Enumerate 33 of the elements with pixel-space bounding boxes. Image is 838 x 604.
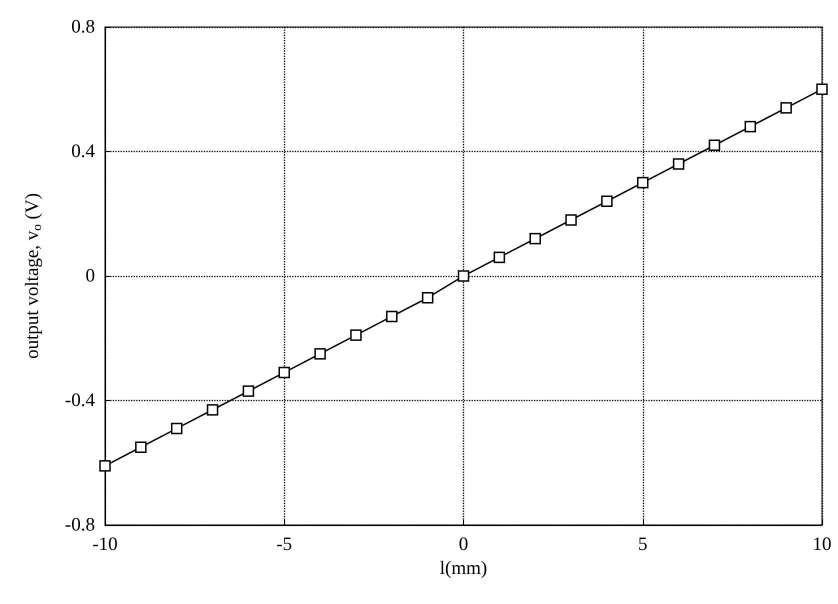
point [565, 214, 577, 226]
y-tick-label: 0.4 [71, 141, 96, 162]
point [314, 348, 326, 360]
point [170, 422, 182, 434]
point [135, 441, 147, 453]
point [422, 292, 434, 304]
point [637, 176, 648, 188]
point [672, 158, 684, 170]
point [242, 385, 254, 397]
x-axis-title: l(mm) [440, 558, 488, 579]
point [816, 84, 828, 95]
point [494, 252, 506, 264]
point [206, 404, 218, 416]
x-tick-label: 10 [812, 534, 832, 555]
x-tick-label: 5 [638, 534, 648, 555]
y-tick-label: -0.4 [64, 390, 96, 411]
point [744, 120, 756, 132]
point [99, 460, 111, 472]
point [529, 232, 541, 244]
point [708, 140, 720, 152]
point [458, 270, 470, 282]
x-tick-label: -10 [92, 534, 118, 555]
point [278, 366, 290, 378]
x-tick-label: 0 [458, 534, 468, 555]
point [601, 196, 613, 208]
point [350, 329, 362, 341]
y-tick-label: 0 [86, 266, 95, 286]
x-tick-label: -5 [276, 534, 292, 555]
point [780, 102, 792, 114]
point [386, 310, 398, 322]
y-tick-label: 0.8 [71, 16, 95, 38]
y-axis-title: output voltage, vo (V) [22, 193, 44, 359]
y-tick-label: -0.8 [64, 514, 95, 536]
